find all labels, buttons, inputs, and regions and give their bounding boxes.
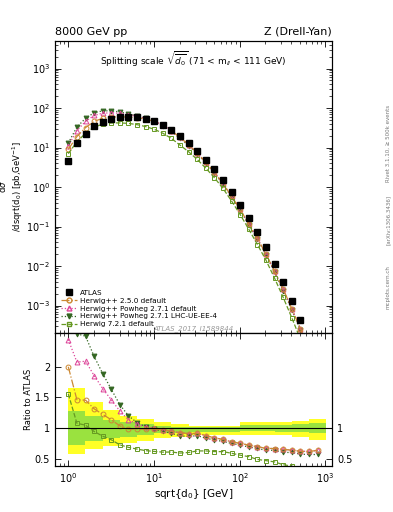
Text: mcplots.cern.ch: mcplots.cern.ch [386, 265, 391, 309]
Text: Z (Drell-Yan): Z (Drell-Yan) [264, 27, 332, 36]
Text: Rivet 3.1.10, ≥ 500k events: Rivet 3.1.10, ≥ 500k events [386, 105, 391, 182]
Y-axis label: d$\sigma$
/dsqrt(d$_0$) [pb,GeV$^{-1}$]: d$\sigma$ /dsqrt(d$_0$) [pb,GeV$^{-1}$] [0, 142, 25, 232]
Text: ATLAS_2017_I1589844: ATLAS_2017_I1589844 [153, 325, 234, 332]
X-axis label: sqrt{d$_0$} [GeV]: sqrt{d$_0$} [GeV] [154, 487, 233, 501]
Text: 8000 GeV pp: 8000 GeV pp [55, 27, 127, 36]
Text: [arXiv:1306.3436]: [arXiv:1306.3436] [386, 195, 391, 245]
Y-axis label: Ratio to ATLAS: Ratio to ATLAS [24, 369, 33, 430]
Legend: ATLAS, Herwig++ 2.5.0 default, Herwig++ Powheg 2.7.1 default, Herwig++ Powheg 2.: ATLAS, Herwig++ 2.5.0 default, Herwig++ … [59, 288, 219, 330]
Text: Splitting scale $\sqrt{\overline{d_0}}$ (71 < m$_{ll}$ < 111 GeV): Splitting scale $\sqrt{\overline{d_0}}$ … [100, 50, 287, 69]
